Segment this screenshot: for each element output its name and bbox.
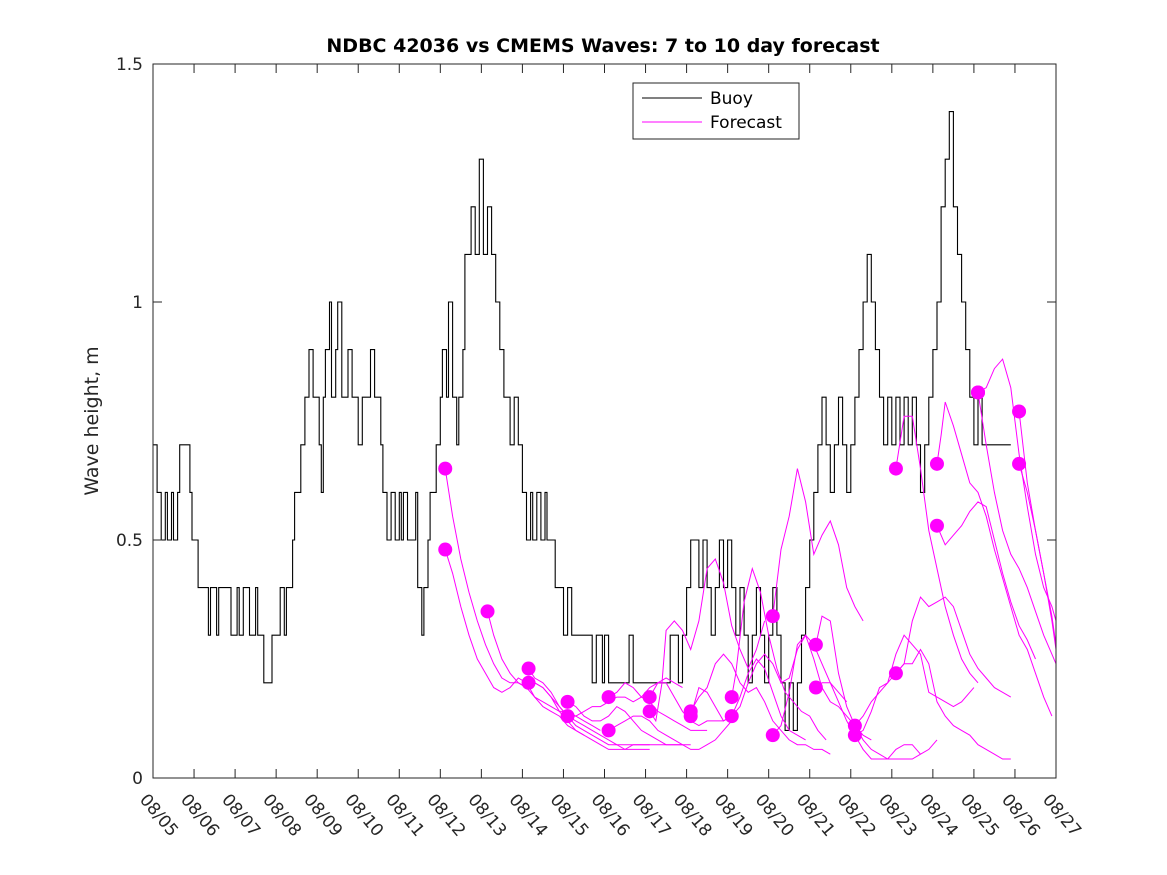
series-line-forecast — [936, 401, 1053, 717]
forecast-marker — [560, 694, 575, 709]
forecast-marker — [642, 690, 657, 705]
series-line-forecast — [895, 648, 1011, 760]
forecast-marker — [642, 704, 657, 719]
series-line-forecast — [528, 682, 650, 750]
forecast-marker — [724, 690, 739, 705]
y-tick-label: 1 — [132, 293, 143, 313]
y-tick-label: 0.5 — [116, 531, 143, 551]
series-line-forecast — [608, 715, 733, 750]
series-line-forecast — [977, 358, 1057, 622]
chart-title: NDBC 42036 vs CMEMS Waves: 7 to 10 day f… — [326, 35, 879, 57]
forecast-marker — [560, 709, 575, 724]
series-line-forecast — [690, 653, 831, 755]
series-line-forecast — [936, 501, 1036, 660]
y-tick-label: 1.5 — [116, 55, 143, 75]
series-line-forecast — [731, 566, 827, 741]
forecast-marker — [438, 542, 453, 557]
series-line-forecast — [649, 558, 766, 723]
forecast-marker — [601, 690, 616, 705]
forecast-marker — [929, 456, 944, 471]
forecast-marker — [438, 461, 453, 476]
legend-label-buoy: Buoy — [710, 89, 753, 109]
forecast-marker — [847, 728, 862, 743]
forecast-marker — [808, 680, 823, 695]
legend-label-forecast: Forecast — [710, 113, 782, 133]
series-line-forecast — [690, 658, 806, 741]
series-line-forecast — [567, 701, 691, 746]
series-line-forecast — [854, 596, 1012, 726]
series-line-forecast — [895, 415, 979, 684]
series-line-forecast — [815, 615, 938, 760]
forecast-marker — [1012, 456, 1027, 471]
series-line-forecast — [815, 682, 921, 760]
forecast-marker — [601, 723, 616, 738]
series-line-forecast — [1018, 463, 1057, 650]
series-line-forecast — [772, 468, 864, 622]
series-line-forecast — [528, 668, 683, 746]
series-line-forecast — [854, 634, 975, 736]
forecast-marker — [765, 609, 780, 624]
forecast-marker — [521, 661, 536, 676]
forecast-marker — [1012, 404, 1027, 419]
forecast-marker — [888, 461, 903, 476]
forecast-marker — [480, 604, 495, 619]
forecast-marker — [808, 637, 823, 652]
series-line-forecast — [977, 392, 1057, 664]
plot-area — [153, 111, 1057, 760]
forecast-marker — [724, 709, 739, 724]
forecast-marker — [888, 666, 903, 681]
forecast-marker — [521, 675, 536, 690]
y-axis-label: Wave height, m — [81, 346, 103, 495]
legend-box — [632, 82, 800, 140]
legend: Buoy Forecast — [632, 82, 800, 140]
series-line-buoy — [153, 111, 1011, 731]
forecast-marker — [929, 518, 944, 533]
series-line-forecast — [608, 682, 708, 731]
forecast-marker — [765, 728, 780, 743]
forecast-marker — [683, 709, 698, 724]
series-line-forecast — [731, 634, 848, 717]
forecast-marker — [971, 385, 986, 400]
y-tick-label: 0 — [132, 769, 143, 789]
series-line-forecast — [567, 677, 683, 717]
